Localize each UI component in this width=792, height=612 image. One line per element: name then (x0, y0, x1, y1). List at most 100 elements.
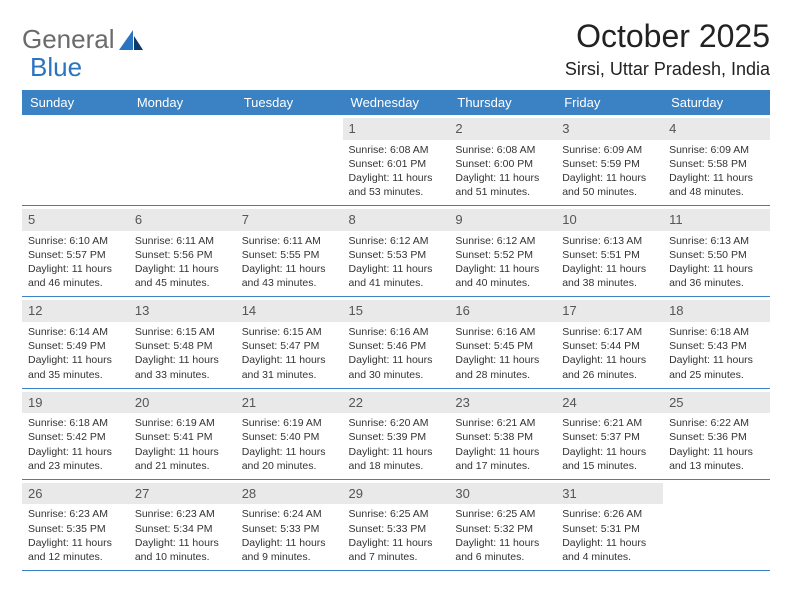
day-cell: 3Sunrise: 6:09 AMSunset: 5:59 PMDaylight… (556, 115, 663, 206)
sunset-line: Sunset: 5:38 PM (455, 430, 550, 444)
daylight-line-1: Daylight: 11 hours (349, 262, 444, 276)
day-cell: 10Sunrise: 6:13 AMSunset: 5:51 PMDayligh… (556, 206, 663, 297)
day-number: 3 (556, 118, 663, 140)
sunset-line: Sunset: 5:40 PM (242, 430, 337, 444)
sunset-line: Sunset: 5:56 PM (135, 248, 230, 262)
sunrise-line: Sunrise: 6:11 AM (242, 234, 337, 248)
sunset-line: Sunset: 6:00 PM (455, 157, 550, 171)
day-cell: 16Sunrise: 6:16 AMSunset: 5:45 PMDayligh… (449, 297, 556, 388)
sunset-line: Sunset: 5:39 PM (349, 430, 444, 444)
sunset-line: Sunset: 6:01 PM (349, 157, 444, 171)
daylight-line-2: and 31 minutes. (242, 368, 337, 382)
week-row: ...1Sunrise: 6:08 AMSunset: 6:01 PMDayli… (22, 115, 770, 206)
sunrise-line: Sunrise: 6:16 AM (455, 325, 550, 339)
day-number: 26 (22, 483, 129, 505)
day-number: 28 (236, 483, 343, 505)
day-cell: 4Sunrise: 6:09 AMSunset: 5:58 PMDaylight… (663, 115, 770, 206)
sunset-line: Sunset: 5:57 PM (28, 248, 123, 262)
daylight-line-1: Daylight: 11 hours (135, 536, 230, 550)
day-number: 7 (236, 209, 343, 231)
sunrise-line: Sunrise: 6:19 AM (135, 416, 230, 430)
sunset-line: Sunset: 5:46 PM (349, 339, 444, 353)
daylight-line-2: and 33 minutes. (135, 368, 230, 382)
daylight-line-2: and 53 minutes. (349, 185, 444, 199)
week-row: 26Sunrise: 6:23 AMSunset: 5:35 PMDayligh… (22, 479, 770, 570)
day-cell: 1Sunrise: 6:08 AMSunset: 6:01 PMDaylight… (343, 115, 450, 206)
week-row: 5Sunrise: 6:10 AMSunset: 5:57 PMDaylight… (22, 206, 770, 297)
day-cell: 27Sunrise: 6:23 AMSunset: 5:34 PMDayligh… (129, 479, 236, 570)
daylight-line-1: Daylight: 11 hours (349, 353, 444, 367)
daylight-line-1: Daylight: 11 hours (669, 262, 764, 276)
sunrise-line: Sunrise: 6:12 AM (349, 234, 444, 248)
day-cell: 14Sunrise: 6:15 AMSunset: 5:47 PMDayligh… (236, 297, 343, 388)
sunrise-line: Sunrise: 6:19 AM (242, 416, 337, 430)
daylight-line-1: Daylight: 11 hours (455, 262, 550, 276)
col-wednesday: Wednesday (343, 90, 450, 115)
day-cell: 23Sunrise: 6:21 AMSunset: 5:38 PMDayligh… (449, 388, 556, 479)
daylight-line-2: and 45 minutes. (135, 276, 230, 290)
daylight-line-1: Daylight: 11 hours (28, 353, 123, 367)
col-thursday: Thursday (449, 90, 556, 115)
daylight-line-1: Daylight: 11 hours (135, 353, 230, 367)
day-number: 1 (343, 118, 450, 140)
sunset-line: Sunset: 5:53 PM (349, 248, 444, 262)
day-number: 27 (129, 483, 236, 505)
sunset-line: Sunset: 5:45 PM (455, 339, 550, 353)
daylight-line-1: Daylight: 11 hours (28, 445, 123, 459)
daylight-line-1: Daylight: 11 hours (562, 353, 657, 367)
day-cell: 28Sunrise: 6:24 AMSunset: 5:33 PMDayligh… (236, 479, 343, 570)
daylight-line-2: and 43 minutes. (242, 276, 337, 290)
sunrise-line: Sunrise: 6:16 AM (349, 325, 444, 339)
sunset-line: Sunset: 5:47 PM (242, 339, 337, 353)
day-number: 30 (449, 483, 556, 505)
sunrise-line: Sunrise: 6:09 AM (562, 143, 657, 157)
daylight-line-2: and 40 minutes. (455, 276, 550, 290)
sunrise-line: Sunrise: 6:13 AM (669, 234, 764, 248)
daylight-line-1: Daylight: 11 hours (242, 353, 337, 367)
sunrise-line: Sunrise: 6:13 AM (562, 234, 657, 248)
day-number: 12 (22, 300, 129, 322)
day-number: 11 (663, 209, 770, 231)
day-cell: 15Sunrise: 6:16 AMSunset: 5:46 PMDayligh… (343, 297, 450, 388)
day-cell: . (663, 479, 770, 570)
day-number: 4 (663, 118, 770, 140)
sunset-line: Sunset: 5:55 PM (242, 248, 337, 262)
daylight-line-1: Daylight: 11 hours (455, 536, 550, 550)
daylight-line-1: Daylight: 11 hours (242, 445, 337, 459)
sunset-line: Sunset: 5:33 PM (242, 522, 337, 536)
daylight-line-2: and 35 minutes. (28, 368, 123, 382)
day-number: 17 (556, 300, 663, 322)
sunset-line: Sunset: 5:34 PM (135, 522, 230, 536)
week-row: 19Sunrise: 6:18 AMSunset: 5:42 PMDayligh… (22, 388, 770, 479)
daylight-line-2: and 13 minutes. (669, 459, 764, 473)
daylight-line-1: Daylight: 11 hours (562, 536, 657, 550)
daylight-line-2: and 41 minutes. (349, 276, 444, 290)
daylight-line-2: and 18 minutes. (349, 459, 444, 473)
daylight-line-1: Daylight: 11 hours (455, 171, 550, 185)
daylight-line-1: Daylight: 11 hours (349, 536, 444, 550)
daylight-line-1: Daylight: 11 hours (242, 536, 337, 550)
daylight-line-2: and 17 minutes. (455, 459, 550, 473)
day-cell: 2Sunrise: 6:08 AMSunset: 6:00 PMDaylight… (449, 115, 556, 206)
col-friday: Friday (556, 90, 663, 115)
sunset-line: Sunset: 5:49 PM (28, 339, 123, 353)
sunrise-line: Sunrise: 6:18 AM (669, 325, 764, 339)
sunrise-line: Sunrise: 6:12 AM (455, 234, 550, 248)
sunset-line: Sunset: 5:50 PM (669, 248, 764, 262)
daylight-line-1: Daylight: 11 hours (455, 445, 550, 459)
sunrise-line: Sunrise: 6:10 AM (28, 234, 123, 248)
day-cell: 20Sunrise: 6:19 AMSunset: 5:41 PMDayligh… (129, 388, 236, 479)
sail-icon (119, 30, 145, 50)
daylight-line-1: Daylight: 11 hours (242, 262, 337, 276)
day-cell: . (129, 115, 236, 206)
daylight-line-2: and 23 minutes. (28, 459, 123, 473)
daylight-line-1: Daylight: 11 hours (349, 171, 444, 185)
col-monday: Monday (129, 90, 236, 115)
day-cell: 29Sunrise: 6:25 AMSunset: 5:33 PMDayligh… (343, 479, 450, 570)
day-cell: 30Sunrise: 6:25 AMSunset: 5:32 PMDayligh… (449, 479, 556, 570)
week-row: 12Sunrise: 6:14 AMSunset: 5:49 PMDayligh… (22, 297, 770, 388)
daylight-line-2: and 38 minutes. (562, 276, 657, 290)
sunrise-line: Sunrise: 6:14 AM (28, 325, 123, 339)
day-number: 24 (556, 392, 663, 414)
daylight-line-2: and 10 minutes. (135, 550, 230, 564)
